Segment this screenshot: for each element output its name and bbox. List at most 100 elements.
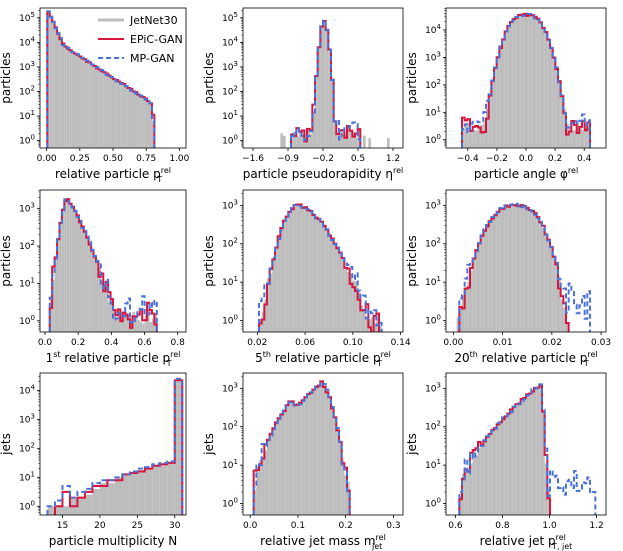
plot-area-3	[461, 12, 591, 148]
mp-gan-step-line	[290, 19, 362, 148]
jetnet30-bar	[563, 307, 566, 332]
jetnet30-bar	[507, 26, 510, 148]
jetnet30-bar	[472, 450, 476, 515]
jetnet30-bar	[267, 278, 270, 332]
mp-gan-step-line	[48, 198, 158, 332]
jetnet30-bar	[542, 227, 545, 332]
jetnet30-bar	[149, 321, 152, 332]
jetnet30-bar	[283, 221, 286, 332]
x-tick-label: 0.00	[37, 154, 57, 164]
jetnet30-bar	[534, 17, 537, 148]
jetnet30-bar	[317, 385, 321, 515]
jetnet30-bar	[122, 474, 130, 515]
y-tick-label: 100	[222, 313, 238, 326]
jetnet30-bar	[315, 216, 318, 332]
jetnet30-bar	[339, 442, 342, 515]
jetnet30-bar	[568, 126, 572, 148]
jetnet30-bar	[122, 316, 126, 332]
x-tick-label: 0.00	[443, 338, 463, 348]
jetnet30-bar	[520, 206, 524, 332]
y-tick-label: 104	[19, 383, 35, 396]
jetnet30-bar	[507, 205, 510, 332]
jetnet30-bar	[531, 15, 534, 148]
y-tick-label: 102	[425, 78, 441, 91]
jetnet30-bar	[304, 396, 307, 515]
jetnet30-bar	[512, 407, 516, 515]
x-tick-label: 1.2	[386, 154, 400, 164]
jetnet30-bar	[494, 428, 497, 515]
jetnet30-bar	[130, 319, 133, 332]
y-tick-label: 103	[19, 202, 35, 215]
jetnet30-bar	[555, 67, 558, 148]
jetnet30-bar	[494, 67, 497, 148]
jetnet30-bar	[95, 262, 99, 332]
jetnet30-bar	[122, 84, 126, 148]
jetnet30-bar	[456, 317, 460, 332]
x-tick-label: 1.2	[589, 521, 603, 531]
jetnet30-bar	[54, 257, 58, 332]
y-tick-label: 100	[19, 134, 35, 147]
jetnet30-bar	[280, 228, 283, 332]
x-tick-label: 0.2	[548, 154, 562, 164]
y-tick-label: 105	[222, 11, 238, 24]
jetnet30-bar	[518, 205, 521, 332]
jetnet30-bar	[523, 398, 526, 515]
jetnet30-bar	[301, 207, 305, 332]
jetnet30-bar	[560, 299, 564, 332]
y-tick-label: 104	[222, 35, 238, 48]
jetnet30-bar	[475, 455, 478, 515]
jetnet30-bar	[502, 208, 505, 332]
jetnet30-bar	[275, 423, 278, 515]
jetnet30-bar	[325, 29, 329, 148]
jetnet30-bar	[299, 402, 302, 515]
jetnet30-bar	[49, 299, 53, 332]
x-tick-label: 0.02	[542, 338, 562, 348]
jetnet30-bar	[539, 222, 542, 332]
x-tick-label: 0.6	[137, 338, 152, 348]
jetnet30-bar	[496, 212, 500, 332]
x-tick-label: −0.2	[486, 154, 508, 164]
x-tick-label: 0.4	[104, 338, 119, 348]
x-tick-label: 0.14	[391, 338, 411, 348]
jetnet30-bar	[57, 238, 60, 332]
jetnet30-bar	[576, 121, 580, 148]
jetnet30-bar	[309, 212, 313, 332]
subplot-8: 0.0 0.1 0.2 0.3 100 101 102 103 jets relative jet…	[202, 372, 404, 551]
jetnet30-bar	[154, 314, 157, 332]
legend-label: JetNet30	[129, 14, 178, 27]
jetnet30-bar	[315, 387, 318, 515]
jetnet30-bar	[478, 448, 481, 515]
jetnet30-bar	[547, 488, 550, 515]
jetnet30-bar	[349, 273, 353, 332]
jetnet30-bar	[574, 130, 577, 148]
jetnet30-bar	[299, 130, 302, 148]
jetnet30-bar	[88, 243, 92, 332]
plot-area-7	[46, 377, 184, 515]
jetnet30-bar	[331, 79, 334, 148]
jetnet30-bar	[269, 433, 273, 515]
jetnet30-bar	[92, 488, 100, 515]
jetnet30-bar	[93, 65, 96, 148]
jetnet30-bar	[341, 258, 345, 332]
plot-area-1	[46, 10, 156, 148]
jetnet30-bar	[127, 313, 131, 332]
jetnet30-bar	[328, 233, 331, 332]
subplot-4: 0.0 0.2 0.4 0.6 0.8 100 101 102 103 particles 1st …	[0, 189, 187, 368]
jetnet30-bar	[515, 205, 518, 332]
jetnet30-bar	[320, 25, 323, 148]
y-tick-label: 104	[19, 35, 35, 48]
jetnet30-bar	[512, 206, 516, 332]
jetnet30-bar	[349, 131, 353, 148]
jetnet30-bar	[464, 289, 468, 332]
jetnet30-bar	[99, 483, 108, 515]
jetnet30-bar	[110, 76, 113, 148]
jetnet30-bar	[478, 243, 481, 332]
x-axis-label: relative particle prel T	[55, 166, 171, 184]
jetnet30-bar	[323, 386, 326, 515]
jetnet30-bar	[259, 460, 262, 515]
jetnet30-bar	[539, 22, 542, 148]
jetnet30-bar	[66, 201, 70, 332]
jetnet30-bar	[61, 43, 65, 148]
jetnet30-bar	[91, 250, 94, 332]
jetnet30-bar	[499, 208, 502, 332]
